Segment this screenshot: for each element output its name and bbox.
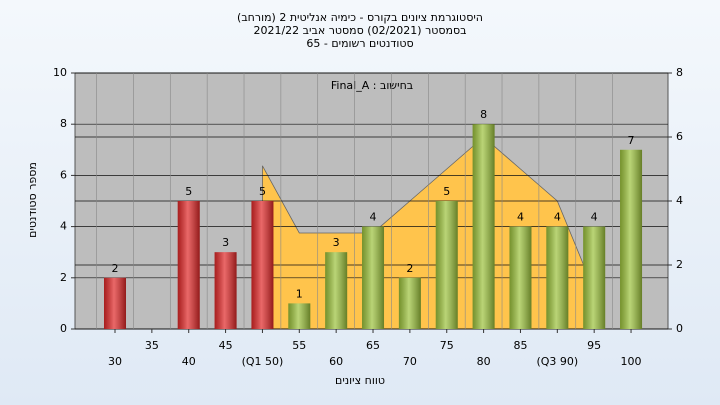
x-axis-label: טווח ציונים [335, 374, 385, 387]
x-tick-label: 65 [366, 339, 380, 352]
bar-shade [620, 149, 643, 329]
bar-shade [435, 201, 458, 329]
x-tick-label: 80 [477, 355, 491, 368]
data-label: 2 [406, 262, 413, 275]
bar-shade [177, 201, 200, 329]
x-tick-label: 30 [108, 355, 122, 368]
y2-tick-label: 4 [676, 194, 683, 207]
x-tick-label: (Q1 50) [242, 355, 284, 368]
bar-shade [546, 226, 569, 329]
data-label: 1 [296, 287, 303, 300]
x-tick-label: 95 [587, 339, 601, 352]
subtitle: בסמסטר (02/2021) סמסטר אביב 2021/22 [253, 24, 466, 37]
x-tick-label: 60 [329, 355, 343, 368]
data-label: 2 [112, 262, 119, 275]
y2-tick-label: 6 [676, 130, 683, 143]
data-label: 4 [591, 211, 598, 224]
data-label: 7 [628, 134, 635, 147]
bar-shade [104, 277, 126, 329]
y-tick-label: 0 [60, 322, 67, 335]
y-tick-label: 4 [60, 220, 67, 233]
data-label: 8 [480, 108, 487, 121]
data-label: 4 [370, 211, 377, 224]
bar-shade [214, 252, 237, 329]
x-tick-label: 75 [440, 339, 454, 352]
data-label: 4 [554, 211, 561, 224]
y-tick-label: 6 [60, 168, 67, 181]
bar-shade [325, 252, 348, 329]
data-label: 3 [333, 236, 340, 249]
y2-tick-label: 0 [676, 322, 683, 335]
bar-shade [398, 277, 421, 329]
x-tick-label: 85 [513, 339, 527, 352]
x-tick-label: 40 [182, 355, 196, 368]
chart-title: (היסטוגרמת ציונים בקורס - כימיה אנליטית … [237, 11, 483, 24]
y2-tick-label: 8 [676, 66, 683, 79]
data-label: 5 [259, 185, 266, 198]
annotation: Final_A : בחישוב [331, 79, 413, 92]
data-label: 3 [222, 236, 229, 249]
data-label: 5 [185, 185, 192, 198]
bar-shade [362, 226, 385, 329]
data-label: 5 [443, 185, 450, 198]
x-tick-label: 70 [403, 355, 417, 368]
bar-shade [472, 124, 495, 329]
bar-shade [583, 226, 606, 329]
y-tick-label: 10 [53, 66, 67, 79]
x-tick-label: 100 [621, 355, 642, 368]
x-tick-label: 45 [219, 339, 233, 352]
y-tick-label: 2 [60, 271, 67, 284]
x-tick-label: 55 [292, 339, 306, 352]
y-axis-label: מספר סטודנטים [26, 162, 39, 238]
bar-shade [288, 303, 311, 329]
y2-tick-label: 2 [676, 258, 683, 271]
x-tick-label: 35 [145, 339, 159, 352]
subtitle: סטודנטים רשומים - 65 [306, 37, 413, 50]
x-tick-label: (Q3 90) [536, 355, 578, 368]
bar-shade [509, 226, 532, 329]
data-label: 4 [517, 211, 524, 224]
y-tick-label: 8 [60, 117, 67, 130]
bar-shade [251, 201, 274, 329]
